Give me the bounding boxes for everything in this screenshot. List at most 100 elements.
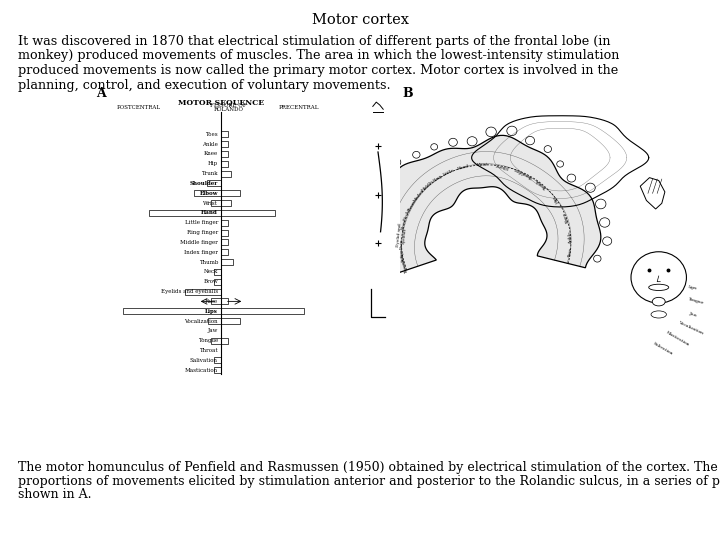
Bar bbox=[211, 298, 221, 305]
Ellipse shape bbox=[652, 298, 665, 306]
Bar bbox=[211, 200, 221, 206]
Text: Vocalization: Vocalization bbox=[678, 320, 703, 335]
Text: Jaw: Jaw bbox=[688, 311, 697, 318]
Text: Little: Little bbox=[443, 168, 455, 177]
Bar bbox=[194, 190, 221, 197]
Bar bbox=[214, 269, 221, 275]
Circle shape bbox=[593, 255, 601, 262]
Bar bbox=[149, 210, 221, 216]
Circle shape bbox=[467, 137, 477, 146]
Circle shape bbox=[585, 183, 595, 192]
Ellipse shape bbox=[651, 311, 667, 318]
Text: It was discovered in 1870 that electrical stimulation of different parts of the : It was discovered in 1870 that electrica… bbox=[18, 35, 611, 48]
Text: Shoulder: Shoulder bbox=[189, 181, 218, 186]
Circle shape bbox=[600, 218, 610, 227]
Text: Eyelids and eyeballs: Eyelids and eyeballs bbox=[161, 289, 218, 294]
Text: Thumb: Thumb bbox=[199, 260, 218, 265]
Text: Tongue: Tongue bbox=[198, 338, 218, 343]
Bar bbox=[221, 210, 275, 216]
Bar bbox=[221, 141, 228, 147]
Circle shape bbox=[431, 144, 438, 150]
Text: Hip: Hip bbox=[208, 161, 218, 166]
Polygon shape bbox=[370, 136, 600, 280]
Text: Wrist: Wrist bbox=[203, 200, 218, 206]
Bar bbox=[221, 298, 228, 305]
Text: MOTOR SEQUENCE: MOTOR SEQUENCE bbox=[178, 98, 264, 106]
Text: Motor cortex: Motor cortex bbox=[312, 13, 408, 27]
Text: Brow: Brow bbox=[203, 279, 218, 284]
Text: Ring finger: Ring finger bbox=[186, 230, 218, 235]
Text: Trunk: Trunk bbox=[202, 171, 218, 176]
Text: Elbow: Elbow bbox=[495, 163, 509, 170]
Text: Neck: Neck bbox=[403, 209, 411, 221]
Bar bbox=[207, 180, 221, 186]
Text: Tongue: Tongue bbox=[688, 298, 705, 306]
Text: PRECENTRAL: PRECENTRAL bbox=[278, 105, 319, 110]
Text: Elbow: Elbow bbox=[199, 191, 218, 196]
Text: The motor homunculus of Penfield and Rasmussen (1950) obtained by electrical sti: The motor homunculus of Penfield and Ras… bbox=[18, 461, 720, 474]
Bar bbox=[221, 338, 228, 344]
Text: Little finger: Little finger bbox=[184, 220, 218, 225]
Text: Ring: Ring bbox=[433, 174, 444, 184]
Text: Jaw: Jaw bbox=[400, 254, 406, 263]
Bar bbox=[221, 131, 228, 137]
Text: Knee: Knee bbox=[204, 151, 218, 157]
Bar bbox=[221, 161, 228, 167]
Text: Knee: Knee bbox=[562, 211, 570, 223]
Text: Middle: Middle bbox=[421, 179, 435, 193]
Text: Face: Face bbox=[400, 239, 404, 249]
Bar bbox=[221, 249, 228, 255]
Text: produced movements is now called the primary motor cortex. Motor cortex is invol: produced movements is now called the pri… bbox=[18, 64, 618, 77]
Text: Mastication: Mastication bbox=[665, 330, 690, 347]
Circle shape bbox=[557, 161, 564, 167]
Circle shape bbox=[526, 137, 534, 145]
Circle shape bbox=[449, 138, 457, 146]
Circle shape bbox=[371, 211, 381, 220]
Text: Thumb: Thumb bbox=[407, 197, 418, 212]
Bar bbox=[221, 220, 228, 226]
Text: Salivation: Salivation bbox=[652, 341, 674, 356]
Text: Salivation: Salivation bbox=[190, 358, 218, 363]
Text: Eyelid and
eyeball: Eyelid and eyeball bbox=[397, 223, 408, 247]
Bar bbox=[221, 308, 304, 314]
Polygon shape bbox=[640, 178, 665, 209]
Text: Ankle: Ankle bbox=[568, 231, 573, 244]
Text: proportions of movements elicited by stimulation anterior and posterior to the R: proportions of movements elicited by sti… bbox=[18, 475, 720, 488]
Text: Middle finger: Middle finger bbox=[180, 240, 218, 245]
Circle shape bbox=[360, 267, 367, 274]
Text: Toes: Toes bbox=[205, 132, 218, 137]
Text: Face: Face bbox=[204, 299, 218, 304]
Text: Vocalization: Vocalization bbox=[184, 319, 218, 323]
Bar bbox=[221, 171, 231, 177]
Bar bbox=[214, 279, 221, 285]
Text: Shoulder: Shoulder bbox=[513, 166, 533, 179]
Text: POSTCENTRAL: POSTCENTRAL bbox=[117, 105, 161, 110]
Text: Hip: Hip bbox=[552, 194, 560, 203]
Text: Brow: Brow bbox=[401, 218, 408, 230]
Circle shape bbox=[365, 247, 372, 254]
Text: Tongue: Tongue bbox=[400, 256, 409, 273]
Circle shape bbox=[369, 229, 377, 237]
Bar bbox=[221, 239, 228, 246]
Bar bbox=[185, 288, 221, 295]
Circle shape bbox=[392, 158, 401, 166]
Text: Hand: Hand bbox=[201, 211, 218, 215]
Ellipse shape bbox=[649, 284, 669, 291]
Bar bbox=[221, 259, 233, 265]
Circle shape bbox=[603, 237, 612, 245]
Text: Index finger: Index finger bbox=[184, 249, 218, 255]
Text: Mastication: Mastication bbox=[185, 368, 218, 373]
Bar bbox=[208, 318, 221, 324]
Circle shape bbox=[595, 199, 606, 209]
Bar bbox=[214, 357, 221, 363]
Text: Lips: Lips bbox=[688, 285, 698, 290]
Text: planning, control, and execution of voluntary movements.: planning, control, and execution of volu… bbox=[18, 78, 391, 91]
Text: ROLANDO: ROLANDO bbox=[214, 107, 243, 112]
Circle shape bbox=[379, 194, 390, 204]
Text: Wrist: Wrist bbox=[477, 163, 489, 167]
Bar bbox=[123, 308, 221, 314]
Bar bbox=[221, 190, 240, 197]
Text: B: B bbox=[402, 87, 413, 100]
Circle shape bbox=[382, 176, 392, 185]
Circle shape bbox=[413, 151, 420, 158]
